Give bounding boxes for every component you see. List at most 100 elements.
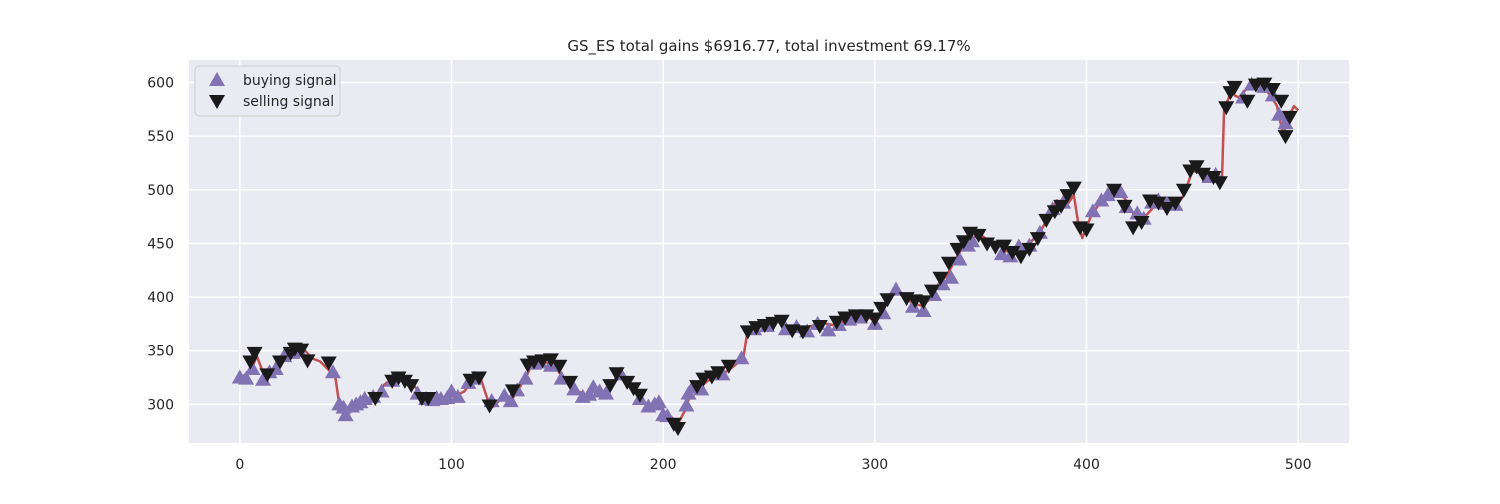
- x-tick-label: 400: [1073, 457, 1100, 473]
- grid-lines: [189, 60, 1349, 443]
- sell-signal-marker: [720, 359, 737, 374]
- sell-signal-marker: [970, 228, 987, 243]
- buy-signal-marker: [244, 360, 261, 375]
- y-tick-label: 400: [147, 290, 174, 306]
- sell-signal-marker: [923, 284, 940, 299]
- sell-signal-marker: [1150, 196, 1167, 211]
- sell-signal-marker: [995, 239, 1012, 254]
- sell-signal-marker: [915, 295, 932, 310]
- sell-signal-marker: [940, 256, 957, 271]
- sell-signal-markers: [242, 77, 1298, 436]
- tick-labels: 0 100 200 300 400 500 300 350 400 450 500 550 600: [147, 76, 1311, 473]
- sell-signal-marker: [828, 315, 845, 330]
- sell-signal-marker: [811, 320, 828, 335]
- buy-signal-marker: [1084, 203, 1101, 218]
- sell-signal-marker: [879, 293, 896, 308]
- buy-signal-marker: [337, 407, 354, 422]
- sell-signal-marker: [1211, 176, 1228, 191]
- sell-signal-marker: [1226, 80, 1243, 95]
- buy-signal-marker: [733, 350, 750, 365]
- legend-box: [194, 65, 341, 117]
- sell-signal-marker: [847, 309, 864, 324]
- sell-signal-marker: [293, 343, 310, 358]
- sell-signal-marker: [1106, 183, 1123, 198]
- buy-signal-marker: [1277, 115, 1294, 130]
- sell-signal-marker: [710, 366, 727, 381]
- y-tick-label: 300: [147, 397, 174, 413]
- sell-signal-marker: [602, 379, 619, 394]
- buy-signal-marker: [904, 298, 921, 313]
- sell-signal-marker: [1053, 199, 1070, 214]
- sell-signal-marker: [1264, 82, 1281, 97]
- sell-signal-marker: [932, 271, 949, 286]
- sell-signal-marker: [562, 375, 579, 390]
- x-tick-label: 0: [235, 457, 244, 473]
- y-tick-label: 600: [147, 76, 174, 92]
- sell-signal-marker: [1133, 215, 1150, 230]
- buy-signal-marker: [964, 233, 981, 248]
- sell-signal-marker: [246, 346, 263, 361]
- sell-signal-marker: [1125, 221, 1142, 236]
- x-tick-label: 100: [438, 457, 465, 473]
- sell-signal-marker: [1188, 160, 1205, 175]
- sell-signal-marker: [1158, 202, 1175, 217]
- buy-signal-marker: [449, 388, 466, 403]
- sell-signal-marker: [1116, 199, 1133, 214]
- buy-signal-marker: [943, 269, 960, 284]
- buy-signal-marker: [324, 364, 341, 379]
- sell-signal-marker: [631, 388, 648, 403]
- buy-signal-marker: [888, 281, 905, 296]
- legend-sell-marker: [209, 95, 225, 109]
- sell-signal-marker: [1239, 94, 1256, 109]
- buy-signal-marker: [238, 370, 255, 385]
- sell-signal-marker: [471, 371, 487, 386]
- buy-signal-marker: [1099, 187, 1116, 202]
- sell-signal-marker: [1012, 250, 1029, 265]
- x-tick-label: 500: [1285, 457, 1312, 473]
- buy-signal-marker: [915, 303, 932, 318]
- sell-signal-marker: [1167, 196, 1184, 211]
- buy-signal-marker: [820, 322, 837, 337]
- y-tick-label: 550: [147, 129, 174, 145]
- x-tick-label: 200: [650, 457, 677, 473]
- sell-signal-marker: [1059, 189, 1076, 204]
- sell-signal-marker: [403, 379, 420, 394]
- legend: buying signal selling signal: [194, 65, 341, 117]
- sell-signal-marker: [949, 242, 966, 257]
- buy-signal-marker: [678, 397, 695, 412]
- sell-signal-marker: [299, 354, 316, 369]
- buy-signal-marker: [951, 251, 968, 266]
- sell-signal-marker: [873, 301, 890, 316]
- sell-signal-marker: [1277, 130, 1294, 145]
- buy-signal-marker: [598, 385, 615, 400]
- plot-area: [189, 60, 1349, 443]
- legend-buy-label: buying signal: [243, 73, 337, 89]
- x-tick-label: 300: [861, 457, 888, 473]
- sell-signal-marker: [955, 235, 972, 250]
- sell-signal-marker: [1021, 242, 1038, 257]
- sell-signal-marker: [1078, 223, 1095, 238]
- sell-signal-marker: [689, 380, 706, 395]
- sell-signal-marker: [794, 325, 811, 340]
- sell-signal-marker: [504, 384, 521, 399]
- sell-signal-marker: [481, 399, 498, 414]
- sell-signal-marker: [259, 368, 276, 383]
- sell-signal-marker: [272, 355, 289, 370]
- sell-signal-marker: [773, 314, 790, 329]
- sell-signal-marker: [420, 391, 437, 406]
- buy-signal-marker: [255, 371, 272, 386]
- sell-signal-marker: [320, 356, 337, 371]
- sell-signal-marker: [1218, 101, 1235, 116]
- sell-signal-marker: [1281, 110, 1298, 125]
- legend-buy-marker: [209, 72, 225, 86]
- sell-signal-marker: [837, 311, 854, 326]
- chart-title: GS_ES total gains $6916.77, total invest…: [567, 37, 970, 56]
- sell-signal-marker: [1029, 232, 1046, 247]
- sell-signal-marker: [1038, 213, 1055, 228]
- sell-signal-marker: [669, 421, 686, 436]
- sell-signal-marker: [542, 353, 559, 368]
- buy-signal-marker: [502, 393, 519, 408]
- buy-signal-marker: [517, 370, 534, 385]
- y-tick-label: 500: [147, 183, 174, 199]
